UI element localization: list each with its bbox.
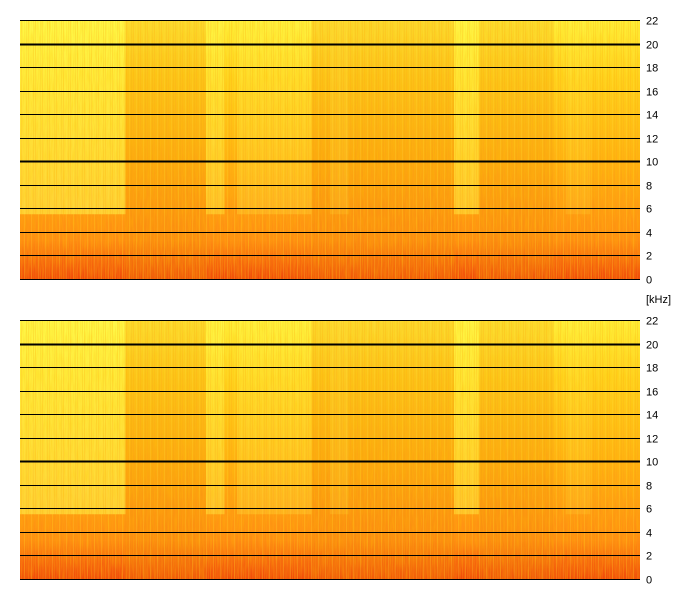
spectrogram-noise [20,320,640,579]
y-tick-label: 12 [646,134,658,146]
y-tick-label: 18 [646,363,658,375]
y-tick-label: 16 [646,87,658,99]
y-tick-label: 14 [646,410,658,422]
y-tick-label: 8 [646,481,652,493]
y-tick-label: 10 [646,157,658,169]
y-axis-unit-label: [kHz] [646,294,671,306]
y-tick-label: 8 [646,181,652,193]
y-tick-label: 12 [646,434,658,446]
y-tick-label: 2 [646,551,652,563]
y-tick-label: 20 [646,40,658,52]
y-tick-label: 2 [646,251,652,263]
y-tick-label: 4 [646,228,652,240]
y-tick-label: 0 [646,275,652,287]
y-tick-label: 14 [646,110,658,122]
spectrogram-panel-bottom: 0 2 4 6 8 10 12 14 16 18 20 22 [20,316,658,587]
y-tick-label: 16 [646,387,658,399]
y-tick-label: 20 [646,340,658,352]
y-tick-label: 10 [646,457,658,469]
y-tick-label: 6 [646,204,652,216]
spectrogram-noise [20,20,640,279]
y-tick-label: 6 [646,504,652,516]
spectrogram-panel-top: 0 2 4 6 8 10 12 14 16 18 20 22 [20,16,658,287]
y-tick-label: 4 [646,528,652,540]
y-tick-label: 22 [646,316,658,328]
y-tick-label: 22 [646,16,658,28]
y-tick-label: 18 [646,63,658,75]
y-tick-label: 0 [646,575,652,587]
